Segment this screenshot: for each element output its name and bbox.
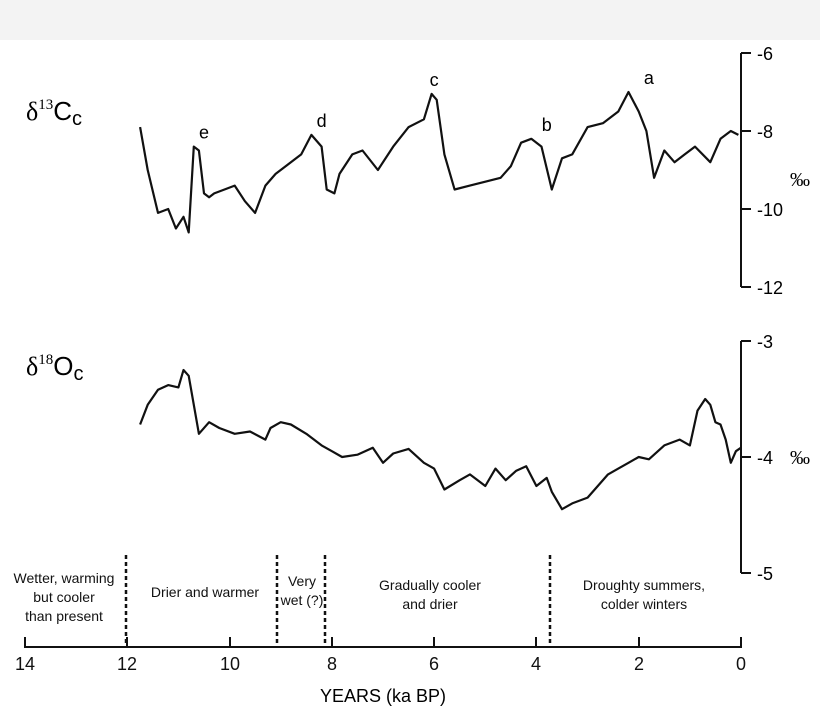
x-tick-label: 4 bbox=[531, 654, 541, 674]
period-0-line: than present bbox=[25, 608, 103, 624]
o18-delta-symbol: δ bbox=[26, 352, 38, 381]
period-1-line: Drier and warmer bbox=[151, 584, 259, 600]
c13-peak-label: d bbox=[317, 111, 327, 131]
c13-delta-symbol: δ bbox=[26, 97, 38, 126]
o18-series-label: δ18Oc bbox=[26, 351, 84, 385]
c13-superscript: 13 bbox=[38, 97, 53, 113]
x-tick-label: 6 bbox=[429, 654, 439, 674]
c13-peak-label: e bbox=[199, 123, 209, 143]
period-0-line: Wetter, warming bbox=[14, 570, 115, 586]
o18-tick-label: -4 bbox=[757, 448, 773, 468]
c13-tick-label: -6 bbox=[757, 44, 773, 64]
period-0-line: but cooler bbox=[33, 589, 95, 605]
c13-peak-label: c bbox=[430, 70, 439, 90]
c13-unit-label: ‰ bbox=[790, 169, 810, 191]
o18-unit-label: ‰ bbox=[790, 447, 810, 469]
period-2-line: wet (?) bbox=[280, 592, 324, 608]
c13-panel: -6 -8 -10 -12 ‰ δ13Cc e d c b a bbox=[26, 44, 810, 298]
x-tick-label: 8 bbox=[327, 654, 337, 674]
x-tick-label: 12 bbox=[117, 654, 137, 674]
period-3-line: and drier bbox=[402, 596, 458, 612]
x-tick-label: 0 bbox=[736, 654, 746, 674]
o18-main: O bbox=[53, 351, 73, 381]
o18-series-line bbox=[139, 368, 742, 511]
c13-peak-label: b bbox=[542, 115, 552, 135]
c13-tick-label: -10 bbox=[757, 200, 783, 220]
o18-superscript: 18 bbox=[38, 352, 53, 368]
x-tick-label: 2 bbox=[634, 654, 644, 674]
c13-main: C bbox=[53, 96, 72, 126]
o18-panel: -3 -4 -5 ‰ δ18Oc bbox=[26, 332, 810, 584]
o18-tick-label: -3 bbox=[757, 332, 773, 352]
c13-tick-label: -8 bbox=[757, 122, 773, 142]
x-axis-title: YEARS (ka BP) bbox=[320, 686, 446, 706]
period-2-line: Very bbox=[288, 573, 316, 589]
c13-annotations: e d c b a bbox=[199, 68, 655, 143]
period-4-line: Droughty summers, bbox=[583, 577, 705, 593]
period-dividers bbox=[124, 555, 552, 647]
x-tick-label: 14 bbox=[15, 654, 35, 674]
c13-tick-label: -12 bbox=[757, 278, 783, 298]
c13-series-label: δ13Cc bbox=[26, 96, 82, 130]
o18-subscript: c bbox=[74, 363, 84, 385]
c13-series-line bbox=[139, 90, 739, 234]
x-axis: 14 12 10 8 6 4 2 0 YEARS (ka BP) bbox=[15, 637, 746, 706]
period-3-line: Gradually cooler bbox=[379, 577, 481, 593]
x-tick-label: 10 bbox=[220, 654, 240, 674]
period-4-line: colder winters bbox=[601, 596, 687, 612]
period-labels: Wetter, warming but cooler than present … bbox=[14, 570, 706, 624]
c13-peak-label: a bbox=[644, 68, 655, 88]
c13-subscript: c bbox=[72, 108, 82, 130]
o18-tick-label: -5 bbox=[757, 564, 773, 584]
